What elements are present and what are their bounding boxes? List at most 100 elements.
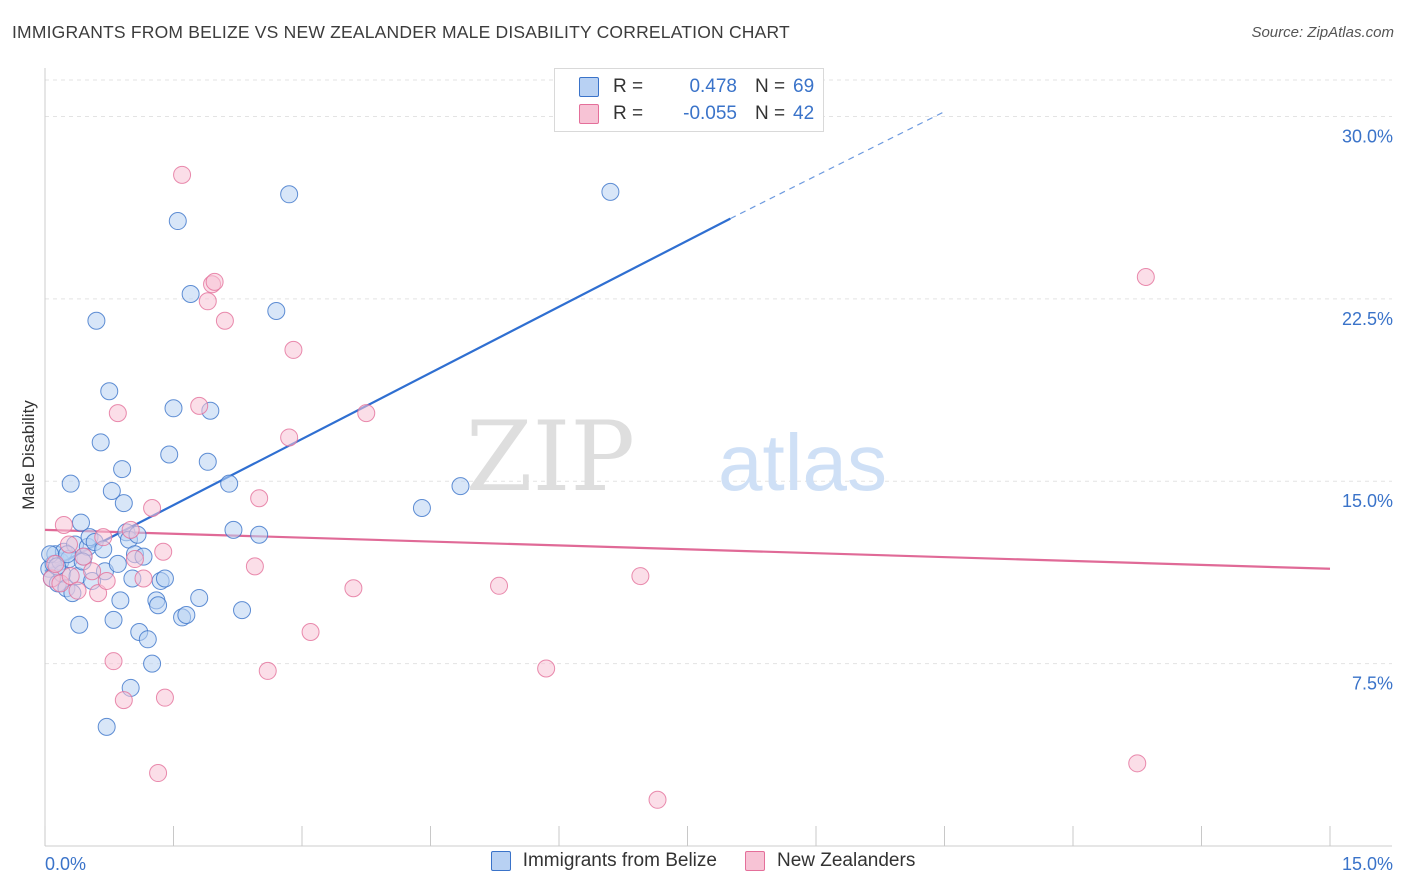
trend-line-belize — [44, 217, 731, 573]
point-belize — [160, 445, 179, 464]
point-belize — [412, 498, 431, 517]
point-belize — [87, 311, 106, 330]
point-belize — [267, 302, 286, 321]
point-belize — [108, 554, 127, 573]
legend-n-value: 42 — [793, 103, 815, 124]
tick-labels: 7.5% 15.0% 22.5% 30.0% 0.0% 15.0% — [45, 126, 1393, 874]
point-newzealand — [284, 340, 303, 359]
legend-n-key: N = — [755, 76, 786, 97]
point-newzealand — [344, 579, 363, 598]
point-belize — [113, 460, 132, 479]
source-label: Source: ZipAtlas.com — [1251, 24, 1394, 41]
point-newzealand — [301, 623, 320, 642]
point-belize — [233, 601, 252, 620]
point-belize — [181, 284, 200, 303]
point-belize — [91, 433, 110, 452]
legend-r-key: R = — [613, 103, 644, 124]
y-tick-label: 7.5% — [1352, 674, 1393, 694]
point-newzealand — [155, 688, 174, 707]
point-newzealand — [54, 516, 73, 535]
point-newzealand — [280, 428, 299, 447]
trend-line-belize-extension — [730, 111, 945, 220]
point-belize — [71, 513, 90, 532]
point-newzealand — [97, 571, 116, 590]
series-newzealand-points — [42, 165, 1155, 809]
point-newzealand — [134, 569, 153, 588]
point-belize — [190, 588, 209, 607]
point-newzealand — [61, 567, 80, 586]
point-newzealand — [490, 576, 509, 595]
point-belize — [198, 452, 217, 471]
point-newzealand — [1136, 267, 1155, 286]
point-newzealand — [125, 550, 144, 569]
point-belize — [280, 185, 299, 204]
point-newzealand — [205, 272, 224, 291]
point-belize — [102, 481, 121, 500]
point-newzealand — [154, 542, 173, 561]
point-newzealand — [59, 535, 78, 554]
point-newzealand — [89, 584, 108, 603]
point-newzealand — [108, 404, 127, 423]
legend-r-value: -0.055 — [683, 103, 737, 124]
grid-lines — [45, 79, 1392, 665]
point-newzealand — [357, 404, 376, 423]
x-tick-label: 0.0% — [45, 854, 86, 874]
y-tick-label: 15.0% — [1342, 491, 1393, 511]
point-newzealand — [149, 764, 168, 783]
trend-lines — [44, 111, 1331, 573]
point-newzealand — [215, 311, 234, 330]
point-newzealand — [631, 567, 650, 586]
point-belize — [97, 717, 116, 736]
legend-label-belize: Immigrants from Belize — [522, 850, 717, 871]
point-newzealand — [258, 661, 277, 680]
point-newzealand — [121, 520, 140, 539]
legend-item-newzealand[interactable]: New Zealanders — [744, 850, 915, 872]
point-belize — [168, 212, 187, 231]
point-belize — [224, 520, 243, 539]
legend-r-value: 0.478 — [689, 76, 737, 97]
legend-item-belize[interactable]: Immigrants from Belize — [490, 850, 717, 872]
point-belize — [220, 474, 239, 493]
point-belize — [164, 399, 183, 418]
point-belize — [177, 605, 196, 624]
point-newzealand — [104, 652, 123, 671]
point-newzealand — [46, 554, 65, 573]
point-belize — [149, 596, 168, 615]
point-newzealand — [74, 547, 93, 566]
y-tick-label: 22.5% — [1342, 309, 1393, 329]
point-belize — [451, 477, 470, 496]
point-belize — [61, 474, 80, 493]
point-newzealand — [114, 691, 133, 710]
point-belize — [100, 382, 119, 401]
axes — [44, 68, 1392, 847]
point-belize — [250, 525, 269, 544]
series-legend: Immigrants from Belize New Zealanders — [0, 850, 1406, 872]
point-belize — [114, 494, 133, 513]
legend-n-value: 69 — [793, 76, 815, 97]
legend-swatch-blue — [490, 851, 511, 871]
legend-swatch-blue — [579, 77, 599, 97]
y-tick-label: 30.0% — [1342, 126, 1393, 146]
watermark-zip: ZIP — [466, 401, 635, 513]
point-belize — [111, 591, 130, 610]
point-newzealand — [1128, 754, 1147, 773]
point-newzealand — [190, 396, 209, 415]
point-newzealand — [83, 562, 102, 581]
point-belize — [601, 182, 620, 201]
point-belize — [155, 569, 174, 588]
point-belize — [138, 630, 157, 649]
legend-swatch-pink — [744, 851, 765, 871]
legend-r-key: R = — [613, 76, 644, 97]
point-newzealand — [648, 790, 667, 809]
point-belize — [70, 615, 89, 634]
y-axis-label: Male Disability — [19, 400, 38, 510]
point-newzealand — [250, 489, 269, 508]
chart-title: IMMIGRANTS FROM BELIZE VS NEW ZEALANDER … — [12, 22, 790, 42]
watermark-atlas: atlas — [718, 418, 887, 507]
point-newzealand — [173, 165, 192, 184]
correlation-legend: R = 0.478 N = 69 R = -0.055 N = 42 — [554, 68, 824, 132]
point-newzealand — [245, 557, 264, 576]
point-belize — [143, 654, 162, 673]
x-tick-label: 15.0% — [1342, 854, 1393, 874]
